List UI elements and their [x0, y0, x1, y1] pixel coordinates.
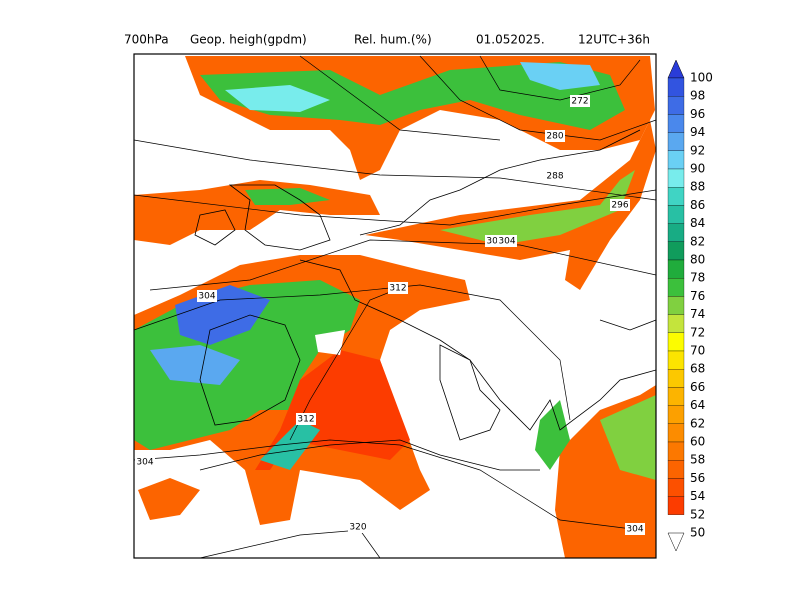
colorbar-label: 54	[690, 489, 705, 503]
colorbar-box	[667, 132, 685, 151]
contour-label: 304	[498, 237, 515, 247]
contour-label-bg	[197, 290, 217, 302]
colorbar: 100 98 96 94 92 90 88 86 84 82 80 78 76 74 72 70 68 66 64 6…	[667, 59, 713, 552]
colorbar-label: 66	[690, 380, 705, 394]
colorbar-label: 90	[690, 162, 705, 176]
colorbar-label: 78	[690, 271, 705, 285]
colorbar-label: 52	[690, 507, 705, 521]
title-part: Rel. hum.(%)	[354, 33, 432, 47]
colorbar-triangle	[667, 59, 685, 79]
humidity-field	[134, 56, 656, 558]
colorbar-label: 82	[690, 234, 705, 248]
colorbar-box	[667, 77, 685, 97]
contour-label-bg	[135, 456, 155, 468]
contour-label: 288	[546, 172, 563, 182]
colorbar-label: 96	[690, 107, 705, 121]
colorbar-label: 72	[690, 325, 705, 339]
colorbar-label: 64	[690, 398, 705, 412]
contour-label: 320	[349, 523, 366, 533]
colorbar-label: 88	[690, 180, 705, 194]
colorbar-box	[667, 259, 685, 279]
colorbar-box	[667, 114, 685, 133]
contour-label: 304	[626, 525, 643, 535]
colorbar-label: 84	[690, 216, 705, 230]
colorbar-box	[667, 441, 685, 461]
colorbar-box	[667, 205, 685, 224]
title-part: 01.052025.	[476, 33, 545, 47]
colorbar-box	[667, 350, 685, 370]
colorbar-box	[667, 96, 685, 115]
colorbar-box	[667, 369, 685, 388]
contour-label: 280	[546, 132, 563, 142]
coastlines	[194, 129, 657, 471]
colorbar-label: 92	[690, 143, 705, 157]
title-part: 12UTC+36h	[578, 33, 650, 47]
colorbar-box	[667, 241, 685, 261]
colorbar-label: 76	[690, 289, 705, 303]
colorbar-box	[667, 423, 685, 443]
colorbar-box	[667, 460, 685, 479]
contour-label-bg	[545, 130, 565, 142]
contour-label-bg	[348, 521, 368, 533]
colorbar-box	[667, 478, 685, 497]
contour-label: 272	[571, 97, 588, 107]
colorbar-box	[667, 150, 685, 170]
colorbar-label: 50	[690, 526, 705, 540]
colorbar-box	[667, 387, 685, 406]
colorbar-box	[667, 332, 685, 352]
colorbar-label: 56	[690, 471, 705, 485]
contour-label-bg	[545, 170, 565, 182]
contour-label-bg	[610, 199, 630, 211]
contour-label-bg	[570, 95, 590, 107]
height-contours	[133, 55, 657, 559]
colorbar-label: 86	[690, 198, 705, 212]
colorbar-label: 100	[690, 71, 713, 85]
colorbar-label: 94	[690, 125, 705, 139]
colorbar-label: 58	[690, 453, 705, 467]
colorbar-label: 68	[690, 362, 705, 376]
contour-label-bg	[625, 523, 645, 535]
colorbar-label: 62	[690, 416, 705, 430]
colorbar-label: 74	[690, 307, 705, 321]
colorbar-box	[667, 296, 685, 315]
colorbar-box	[667, 168, 685, 188]
colorbar-box	[667, 278, 685, 297]
colorbar-box	[667, 496, 685, 515]
title: 700hPa Geop. heigh(gpdm) Rel. hum.(%) 01.05…	[124, 33, 650, 47]
contour-label-bg	[388, 282, 408, 294]
title-part: Geop. heigh(gpdm)	[190, 33, 307, 47]
contour-label: 304	[198, 292, 215, 302]
colorbar-box	[667, 223, 685, 242]
contour-label: 296	[611, 201, 628, 211]
contour-label: 312	[389, 284, 406, 294]
map-frame	[133, 53, 657, 559]
colorbar-box	[667, 187, 685, 206]
contour-label: 304	[136, 458, 153, 468]
title-part: 700hPa	[124, 33, 169, 47]
colorbar-label: 70	[690, 344, 705, 358]
colorbar-box	[667, 314, 685, 333]
colorbar-label: 80	[690, 253, 705, 267]
colorbar-triangle	[667, 532, 685, 552]
colorbar-box	[667, 405, 685, 424]
contour-label-bg	[296, 413, 316, 425]
colorbar-label: 98	[690, 89, 705, 103]
colorbar-label: 60	[690, 435, 705, 449]
contour-label-bg	[497, 235, 517, 247]
contour-label: 312	[297, 415, 314, 425]
contour-label: 304	[486, 237, 503, 247]
